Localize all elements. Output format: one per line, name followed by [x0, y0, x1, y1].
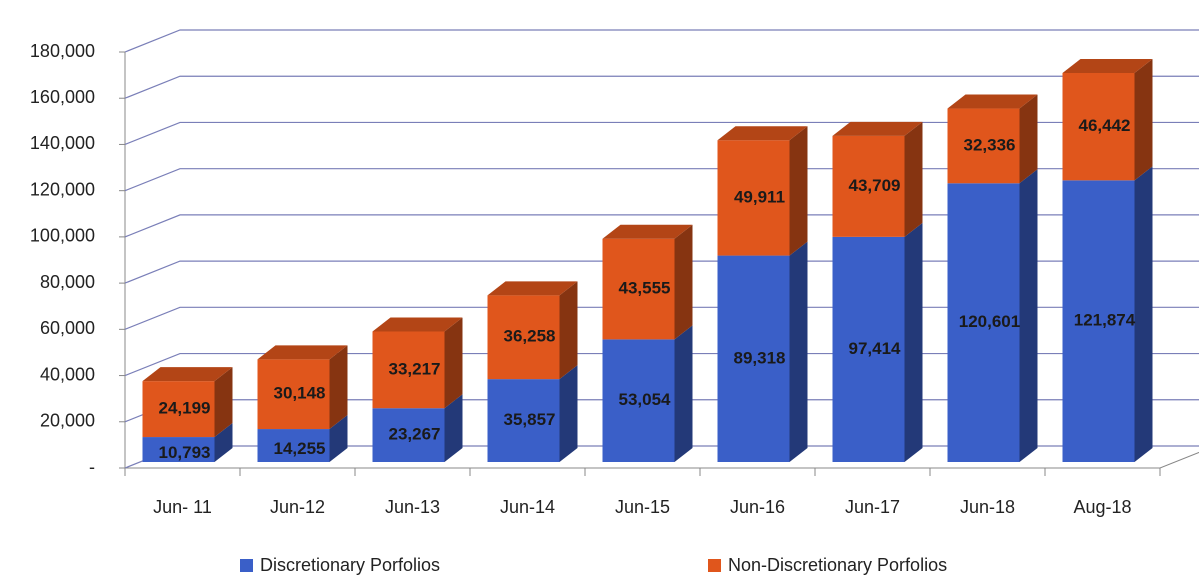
bar-side — [329, 415, 348, 462]
y-tick-label: 120,000 — [30, 179, 95, 199]
value-label: 14,255 — [274, 439, 326, 458]
legend-label: Discretionary Porfolios — [260, 555, 440, 575]
bar-side — [559, 281, 578, 380]
value-label: 24,199 — [159, 399, 211, 418]
bar-side — [904, 121, 923, 237]
bar-segment — [832, 135, 905, 237]
value-label: 97,414 — [849, 339, 902, 358]
x-tick-label: Jun- 11 — [153, 497, 212, 517]
bar-side — [1019, 94, 1038, 184]
bar-top — [1062, 59, 1153, 74]
bar-segment — [947, 183, 1020, 462]
bar-segment — [947, 108, 1020, 184]
value-label: 53,054 — [619, 390, 672, 409]
value-label: 36,258 — [504, 327, 556, 346]
bar-top — [372, 317, 463, 332]
bar-segment — [487, 379, 560, 462]
grid-line — [124, 168, 1199, 192]
x-tick-label: Jun-12 — [270, 497, 325, 517]
bar-segment — [1062, 180, 1135, 463]
value-label: 43,709 — [849, 176, 901, 195]
grid-line — [124, 75, 1199, 99]
bar-top — [602, 224, 693, 239]
bar-side — [329, 345, 348, 430]
bar-side — [674, 325, 693, 462]
bar-segment — [142, 437, 215, 462]
y-tick-label: 60,000 — [40, 318, 95, 338]
bar-segment — [142, 381, 215, 438]
bar-side — [444, 317, 463, 409]
y-tick-label: 160,000 — [30, 87, 95, 107]
bar-top — [717, 126, 808, 141]
bar-top — [947, 94, 1038, 109]
x-tick-label: Jun-15 — [615, 497, 670, 517]
bar-side — [444, 394, 463, 462]
bar-side — [1019, 169, 1038, 462]
value-label: 89,318 — [734, 348, 786, 367]
y-tick-label: 80,000 — [40, 272, 95, 292]
x-tick-label: Jun-18 — [960, 497, 1015, 517]
bar-segment — [257, 359, 330, 430]
x-tick-label: Aug-18 — [1073, 497, 1131, 517]
bar-segment — [717, 255, 790, 462]
bar-side — [789, 126, 808, 256]
value-label: 33,217 — [389, 359, 441, 378]
value-label: 49,911 — [734, 187, 785, 206]
bar-segment — [1062, 73, 1135, 181]
x-tick-label: Jun-14 — [500, 497, 555, 517]
value-label: 30,148 — [274, 384, 326, 403]
y-tick-label: 140,000 — [30, 133, 95, 153]
bar-segment — [832, 236, 905, 462]
legend-label: Non-Discretionary Porfolios — [728, 555, 947, 575]
y-tick-label: 180,000 — [30, 41, 95, 61]
bar-segment — [257, 429, 330, 462]
y-tick-label: 100,000 — [30, 226, 95, 246]
bar-segment — [602, 238, 675, 340]
bar-top — [142, 367, 233, 382]
y-tick-label: - — [89, 457, 95, 477]
bar-side — [214, 423, 233, 462]
grid-line — [124, 29, 1199, 53]
value-label: 32,336 — [964, 135, 1016, 154]
value-label: 35,857 — [504, 410, 556, 429]
legend-swatch — [708, 559, 721, 572]
x-tick-label: Jun-17 — [845, 497, 900, 517]
y-tick-label: 40,000 — [40, 364, 95, 384]
bar-segment — [487, 295, 560, 380]
bar-segment — [717, 140, 790, 256]
bar-top — [487, 281, 578, 296]
grid-line — [124, 121, 1199, 146]
bar-segment — [372, 331, 445, 409]
value-label: 120,601 — [959, 312, 1020, 331]
bar-top — [257, 345, 348, 360]
bar-side — [1134, 166, 1153, 463]
bar-segment — [372, 408, 445, 462]
value-label: 23,267 — [389, 425, 441, 444]
bar-side — [1134, 59, 1153, 181]
legend-swatch — [240, 559, 253, 572]
bar-segment — [602, 339, 675, 462]
bar-side — [789, 241, 808, 462]
value-label: 46,442 — [1079, 116, 1131, 135]
bar-top — [832, 121, 923, 136]
bar-side — [904, 222, 923, 462]
value-label: 121,874 — [1074, 311, 1136, 330]
y-tick-label: 20,000 — [40, 411, 95, 431]
value-label: 10,793 — [159, 443, 211, 462]
bar-side — [214, 367, 233, 438]
value-label: 43,555 — [619, 279, 671, 298]
x-tick-label: Jun-13 — [385, 497, 440, 517]
bar-side — [559, 365, 578, 462]
x-tick-label: Jun-16 — [730, 497, 785, 517]
bar-side — [674, 224, 693, 340]
